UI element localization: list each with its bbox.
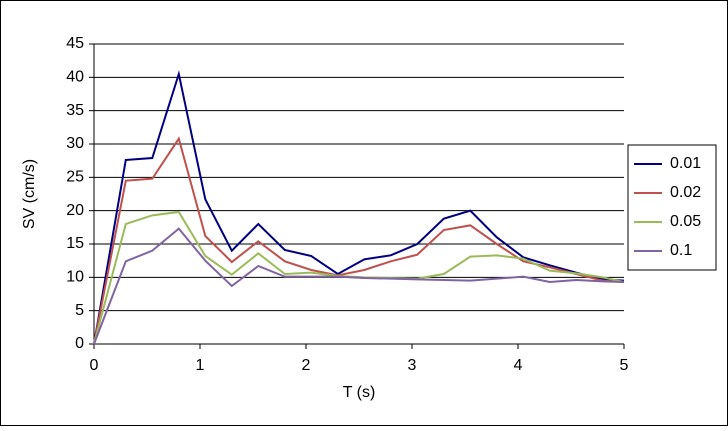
x-tick-label: 0 — [90, 357, 99, 374]
legend-label: 0.05 — [670, 213, 701, 230]
y-tick-label: 45 — [66, 35, 84, 52]
legend-label: 0.01 — [670, 155, 701, 172]
x-tick-label: 4 — [514, 357, 523, 374]
y-tick-label: 35 — [66, 102, 84, 119]
legend-label: 0.1 — [670, 242, 692, 259]
x-axis-label: T (s) — [343, 384, 376, 401]
series-line — [93, 70, 625, 345]
y-tick-label: 0 — [75, 335, 84, 352]
legend-box — [627, 144, 717, 271]
y-tick-label: 20 — [66, 202, 84, 219]
x-tick-label: 3 — [408, 357, 417, 374]
legend-label: 0.02 — [670, 184, 701, 201]
series-line — [93, 227, 625, 345]
x-tick-label: 2 — [302, 357, 311, 374]
x-tick-label: 1 — [196, 357, 205, 374]
series-line — [93, 136, 625, 345]
y-axis-label: SV (cm/s) — [21, 159, 38, 229]
y-tick-label: 10 — [66, 269, 84, 286]
y-tick-label: 25 — [66, 169, 84, 186]
y-tick-label: 15 — [66, 235, 84, 252]
y-tick-label: 5 — [75, 302, 84, 319]
x-tick-label: 5 — [620, 357, 629, 374]
y-tick-label: 40 — [66, 69, 84, 86]
y-tick-label: 30 — [66, 135, 84, 152]
